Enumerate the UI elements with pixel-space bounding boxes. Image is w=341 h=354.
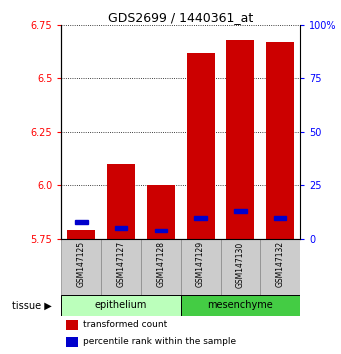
Bar [187,53,214,239]
Text: transformed count: transformed count [83,320,167,329]
Bar [226,40,254,239]
Title: GDS2699 / 1440361_at: GDS2699 / 1440361_at [108,11,253,24]
Text: GSM147128: GSM147128 [156,241,165,287]
Text: mesenchyme: mesenchyme [208,301,273,310]
Bar [274,216,286,219]
Bar [101,239,141,295]
Bar [194,216,207,219]
Bar [154,229,167,233]
Text: GSM147132: GSM147132 [276,241,285,287]
Bar [61,295,181,316]
Bar [141,239,181,295]
Bar [181,295,300,316]
Bar [147,185,175,239]
Bar [266,42,294,239]
Bar [66,320,78,330]
Bar [75,220,88,224]
Bar [67,230,95,239]
Bar [115,227,127,230]
Text: GSM147129: GSM147129 [196,241,205,287]
Bar [260,239,300,295]
Text: GSM147125: GSM147125 [77,241,86,287]
Bar [66,337,78,347]
Text: tissue ▶: tissue ▶ [12,301,51,310]
Bar [107,164,135,239]
Bar [221,239,260,295]
Bar [61,239,101,295]
Bar [181,239,221,295]
Bar [234,209,247,213]
Text: epithelium: epithelium [95,301,147,310]
Text: GSM147127: GSM147127 [117,241,125,287]
Text: percentile rank within the sample: percentile rank within the sample [83,337,236,347]
Text: GSM147130: GSM147130 [236,241,245,287]
